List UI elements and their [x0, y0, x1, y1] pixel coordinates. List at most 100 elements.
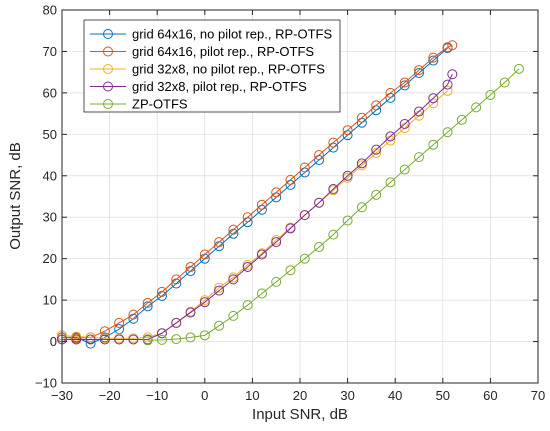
- data-point: [485, 89, 496, 100]
- data-point: [185, 332, 196, 343]
- data-point: [299, 210, 310, 221]
- data-point: [371, 189, 382, 200]
- data-point: [185, 261, 196, 272]
- data-point: [471, 102, 482, 113]
- y-tick-label: 50: [43, 127, 57, 142]
- series-line: [61, 90, 448, 339]
- data-point: [328, 184, 339, 195]
- data-point: [128, 309, 139, 320]
- data-point: [71, 331, 82, 342]
- data-point: [342, 170, 353, 181]
- x-tick-label: −20: [99, 388, 121, 403]
- y-tick-label: 70: [43, 44, 57, 59]
- data-point: [256, 249, 267, 260]
- legend-label: ZP-OTFS: [132, 97, 188, 112]
- data-point: [142, 298, 153, 309]
- x-tick-label: 60: [483, 388, 497, 403]
- data-point: [199, 330, 210, 341]
- data-point: [314, 150, 325, 161]
- legend-entry: grid 32x8, no pilot rep., RP-OTFS: [90, 62, 325, 77]
- legend-marker: [103, 81, 113, 92]
- data-point: [356, 112, 367, 123]
- data-point: [171, 317, 182, 328]
- data-point: [128, 334, 139, 345]
- data-point: [285, 174, 296, 185]
- data-point: [442, 127, 453, 138]
- data-point: [385, 177, 396, 188]
- legend-label: grid 32x8, no pilot rep., RP-OTFS: [132, 62, 325, 77]
- series-line: [62, 47, 448, 345]
- data-point: [314, 242, 325, 253]
- x-tick-label: 0: [201, 388, 208, 403]
- data-point: [99, 334, 110, 345]
- data-point: [199, 249, 210, 260]
- data-point: [156, 286, 167, 297]
- data-point: [228, 310, 239, 321]
- x-tick-label: 70: [531, 388, 545, 403]
- data-point: [71, 334, 82, 345]
- data-point: [414, 65, 424, 76]
- legend-entry: grid 32x8, pilot rep., RP-OTFS: [90, 79, 307, 94]
- data-point: [99, 326, 110, 337]
- data-point: [228, 274, 239, 285]
- data-point: [242, 300, 253, 311]
- data-point: [314, 197, 325, 208]
- data-point: [271, 276, 282, 287]
- data-point: [85, 334, 96, 345]
- data-point: [171, 274, 182, 285]
- data-point: [371, 144, 382, 155]
- x-tick-label: 10: [245, 388, 259, 403]
- data-point: [442, 42, 453, 53]
- data-point: [328, 137, 339, 148]
- legend: grid 64x16, no pilot rep., RP-OTFS grid …: [83, 19, 341, 113]
- data-point: [447, 69, 458, 80]
- data-point: [442, 79, 453, 90]
- series-2: [57, 40, 458, 344]
- data-point: [442, 85, 453, 96]
- series-group: [57, 40, 524, 349]
- data-point: [371, 147, 382, 158]
- legend-entry: grid 64x16, pilot rep., RP-OTFS: [90, 44, 314, 59]
- data-point: [513, 63, 524, 74]
- axis-ticks: −30 −20 −10 0 10 20 30 40 50 60 70 −10 0 10 20 30 40 50 60…: [35, 3, 545, 404]
- legend-entry: grid 64x16, no pilot rep., RP-OTFS: [90, 27, 332, 42]
- data-point: [428, 52, 439, 63]
- data-point: [242, 261, 253, 272]
- data-point: [428, 55, 439, 66]
- x-tick-label: −10: [146, 388, 168, 403]
- data-point: [156, 334, 167, 345]
- y-tick-label: 10: [43, 293, 57, 308]
- x-tick-label: 20: [293, 388, 307, 403]
- data-point: [385, 131, 396, 142]
- data-point: [414, 67, 424, 78]
- data-point: [256, 199, 267, 210]
- x-tick-label: 50: [436, 388, 450, 403]
- legend-marker: [103, 29, 113, 39]
- legend-entry: ZP-OTFS: [90, 97, 188, 112]
- legend-label: grid 32x8, pilot rep., RP-OTFS: [132, 79, 307, 94]
- series-5: [142, 63, 524, 346]
- data-point: [447, 40, 458, 51]
- data-point: [199, 297, 210, 308]
- data-point: [171, 334, 182, 345]
- data-point: [214, 285, 225, 296]
- data-point: [285, 265, 296, 276]
- data-point: [285, 223, 296, 234]
- data-point: [271, 237, 282, 248]
- legend-label: grid 64x16, pilot rep., RP-OTFS: [132, 44, 314, 59]
- data-point: [428, 139, 439, 150]
- data-point: [414, 106, 424, 117]
- data-point: [114, 317, 125, 328]
- data-point: [399, 77, 410, 88]
- data-point: [299, 253, 310, 264]
- y-tick-label: 0: [50, 334, 57, 349]
- series-line: [147, 68, 520, 341]
- data-point: [399, 118, 410, 129]
- data-point: [342, 215, 353, 226]
- data-point: [385, 87, 396, 98]
- data-point: [399, 164, 410, 175]
- data-point: [214, 237, 225, 248]
- data-point: [499, 77, 510, 88]
- data-point: [271, 187, 282, 198]
